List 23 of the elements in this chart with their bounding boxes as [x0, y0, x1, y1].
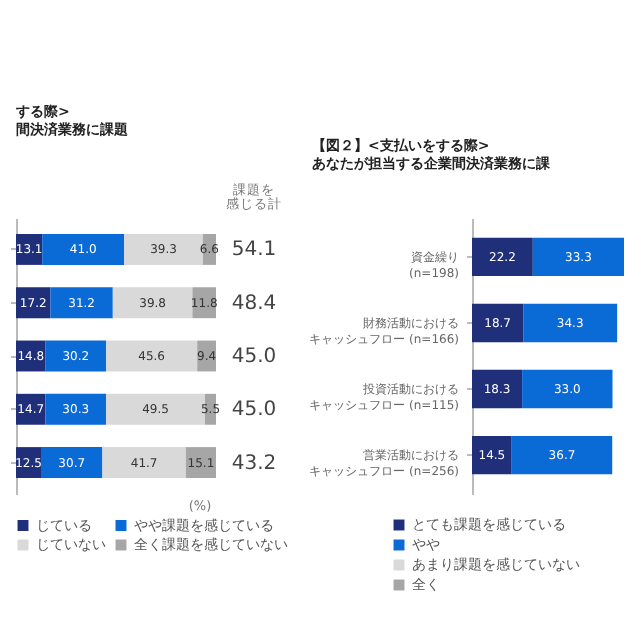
bar [472, 303, 524, 343]
bar [112, 287, 193, 319]
text: 45.0 [231, 346, 277, 368]
bar [472, 369, 523, 409]
bar [41, 447, 103, 479]
text: 54.1 [231, 239, 277, 262]
bar [45, 393, 106, 425]
bar [472, 237, 533, 277]
bar [106, 340, 198, 372]
bar [532, 237, 624, 277]
bar [102, 447, 186, 479]
bar [106, 393, 205, 425]
bar [522, 369, 613, 409]
bar [472, 435, 512, 475]
bar [16, 287, 51, 319]
text: 45.0 [231, 399, 277, 422]
bar [50, 287, 113, 319]
text: 43.2 [231, 452, 277, 475]
bar [124, 233, 203, 265]
text: 48.4 [231, 292, 277, 315]
bar [511, 435, 613, 475]
bar [42, 233, 125, 265]
bar [523, 303, 618, 343]
